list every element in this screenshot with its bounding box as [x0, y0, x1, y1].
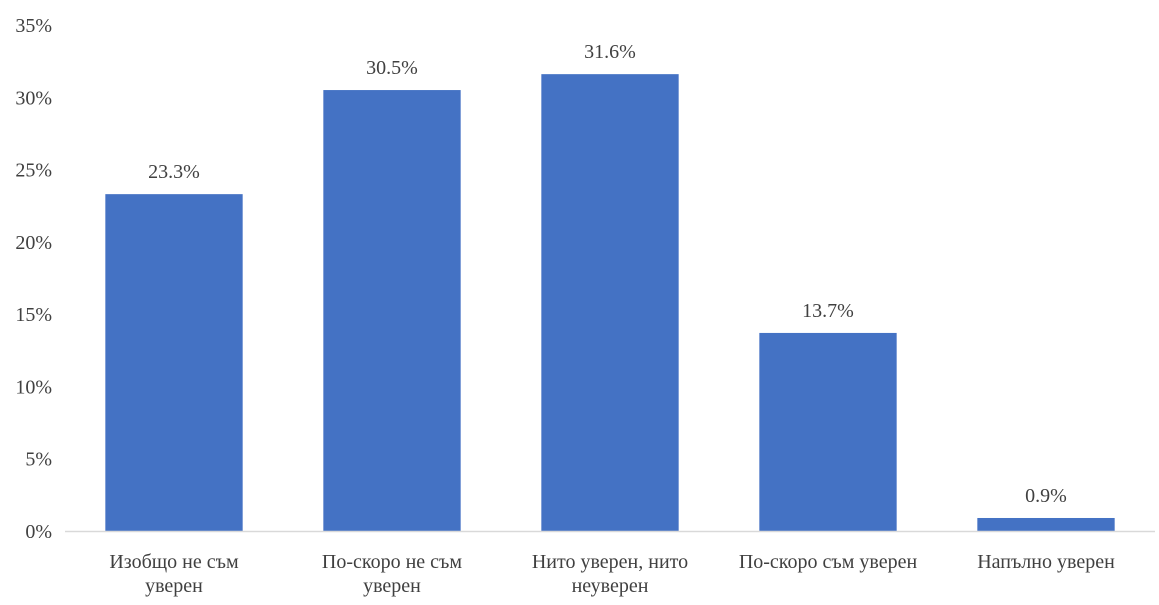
- x-tick-label-line: Изобщо не съм: [109, 551, 239, 573]
- x-tick-label: Нито уверен, нито неуверен: [532, 551, 688, 597]
- bar: [759, 332, 897, 531]
- bar: [541, 74, 679, 531]
- x-tick-label-line: По-скоро не съм: [322, 551, 462, 573]
- x-tick-label-line: По-скоро съм уверен: [739, 551, 918, 573]
- x-tick-label: Изобщо не съм уверен: [109, 551, 239, 597]
- data-label: 30.5%: [366, 57, 418, 79]
- x-tick-label: По-скоро съм уверен: [739, 551, 918, 573]
- y-tick-label: 30%: [15, 87, 52, 109]
- bar: [105, 194, 243, 532]
- x-tick-label-line: Напълно уверен: [977, 551, 1115, 573]
- y-tick-label: 35%: [15, 15, 52, 37]
- bar: [323, 90, 461, 532]
- y-tick-label: 0%: [25, 521, 52, 543]
- y-axis: 0% 5% 10% 15% 20% 25% 30% 35%: [15, 15, 52, 543]
- data-label: 23.3%: [148, 161, 200, 183]
- x-tick-label-line: уверен: [363, 575, 421, 597]
- bar: [977, 517, 1115, 531]
- y-tick-label: 25%: [15, 160, 52, 182]
- data-label: 13.7%: [802, 300, 854, 322]
- y-tick-label: 15%: [15, 304, 52, 326]
- bars: [105, 74, 1115, 532]
- y-tick-label: 10%: [15, 376, 52, 398]
- data-labels: 23.3% 30.5% 31.6% 13.7% 0.9%: [148, 41, 1067, 507]
- data-label: 31.6%: [584, 41, 636, 63]
- y-tick-label: 20%: [15, 232, 52, 254]
- data-label: 0.9%: [1025, 485, 1067, 507]
- x-tick-label: Напълно уверен: [977, 551, 1115, 573]
- x-tick-label-line: уверен: [145, 575, 203, 597]
- y-tick-label: 5%: [25, 449, 52, 471]
- x-tick-label-line: Нито уверен, нито: [532, 551, 688, 573]
- x-tick-label-line: неуверен: [572, 575, 649, 597]
- x-tick-label: По-скоро не съм уверен: [322, 551, 462, 597]
